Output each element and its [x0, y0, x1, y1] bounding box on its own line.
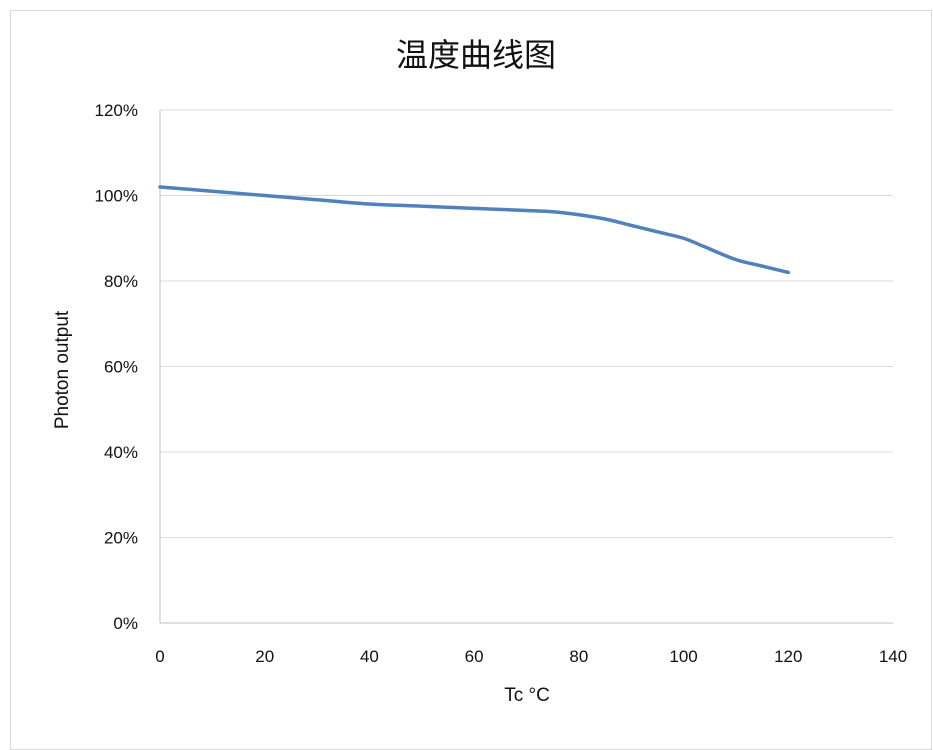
x-axis-label: Tc °C — [504, 685, 550, 706]
x-tick-label: 100 — [669, 647, 697, 666]
series-group — [158, 185, 791, 275]
x-tick-labels: 0 20 40 60 80 100 120 140 — [155, 647, 907, 666]
y-tick-label: 80% — [104, 272, 138, 291]
y-tick-labels: 0% 20% 40% 60% 80% 100% 120% — [95, 101, 138, 633]
y-tick-label: 20% — [104, 529, 138, 548]
x-tick-label: 140 — [879, 647, 907, 666]
chart-title: 温度曲线图 — [396, 36, 556, 74]
y-axis-label: Photon output — [52, 310, 73, 429]
y-tick-label: 0% — [113, 614, 138, 633]
x-tick-label: 120 — [774, 647, 802, 666]
y-tick-label: 120% — [95, 101, 138, 120]
axes — [159, 110, 893, 624]
gridlines — [160, 109, 893, 538]
x-tick-label: 80 — [569, 647, 588, 666]
x-tick-label: 0 — [155, 647, 164, 666]
y-tick-label: 60% — [104, 358, 138, 377]
series-line — [158, 185, 791, 275]
x-tick-label: 60 — [465, 647, 484, 666]
y-tick-label: 100% — [95, 187, 138, 206]
y-tick-label: 40% — [104, 443, 138, 462]
x-tick-label: 20 — [255, 647, 274, 666]
x-tick-label: 40 — [360, 647, 379, 666]
chart-frame — [10, 10, 932, 750]
